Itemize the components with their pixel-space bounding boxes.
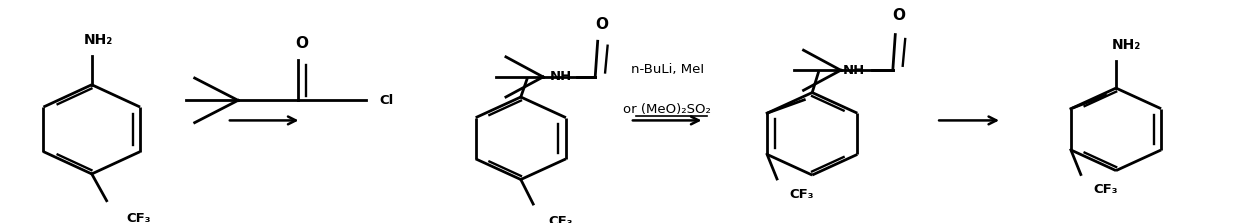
Text: NH: NH (843, 64, 866, 77)
Text: CF₃: CF₃ (548, 215, 573, 223)
Text: NH₂: NH₂ (83, 33, 113, 47)
Text: O: O (893, 8, 905, 23)
Text: O: O (295, 36, 308, 51)
Text: CF₃: CF₃ (126, 212, 151, 223)
Text: NH: NH (549, 70, 572, 83)
Text: O: O (595, 17, 608, 32)
Text: CF₃: CF₃ (790, 188, 813, 201)
Text: or (MeO)₂SO₂: or (MeO)₂SO₂ (624, 103, 711, 116)
Text: Cl: Cl (379, 94, 393, 107)
Text: n-BuLi, MeI: n-BuLi, MeI (631, 63, 703, 76)
Text: CF₃: CF₃ (1094, 183, 1117, 196)
Text: NH₂: NH₂ (1111, 38, 1141, 52)
